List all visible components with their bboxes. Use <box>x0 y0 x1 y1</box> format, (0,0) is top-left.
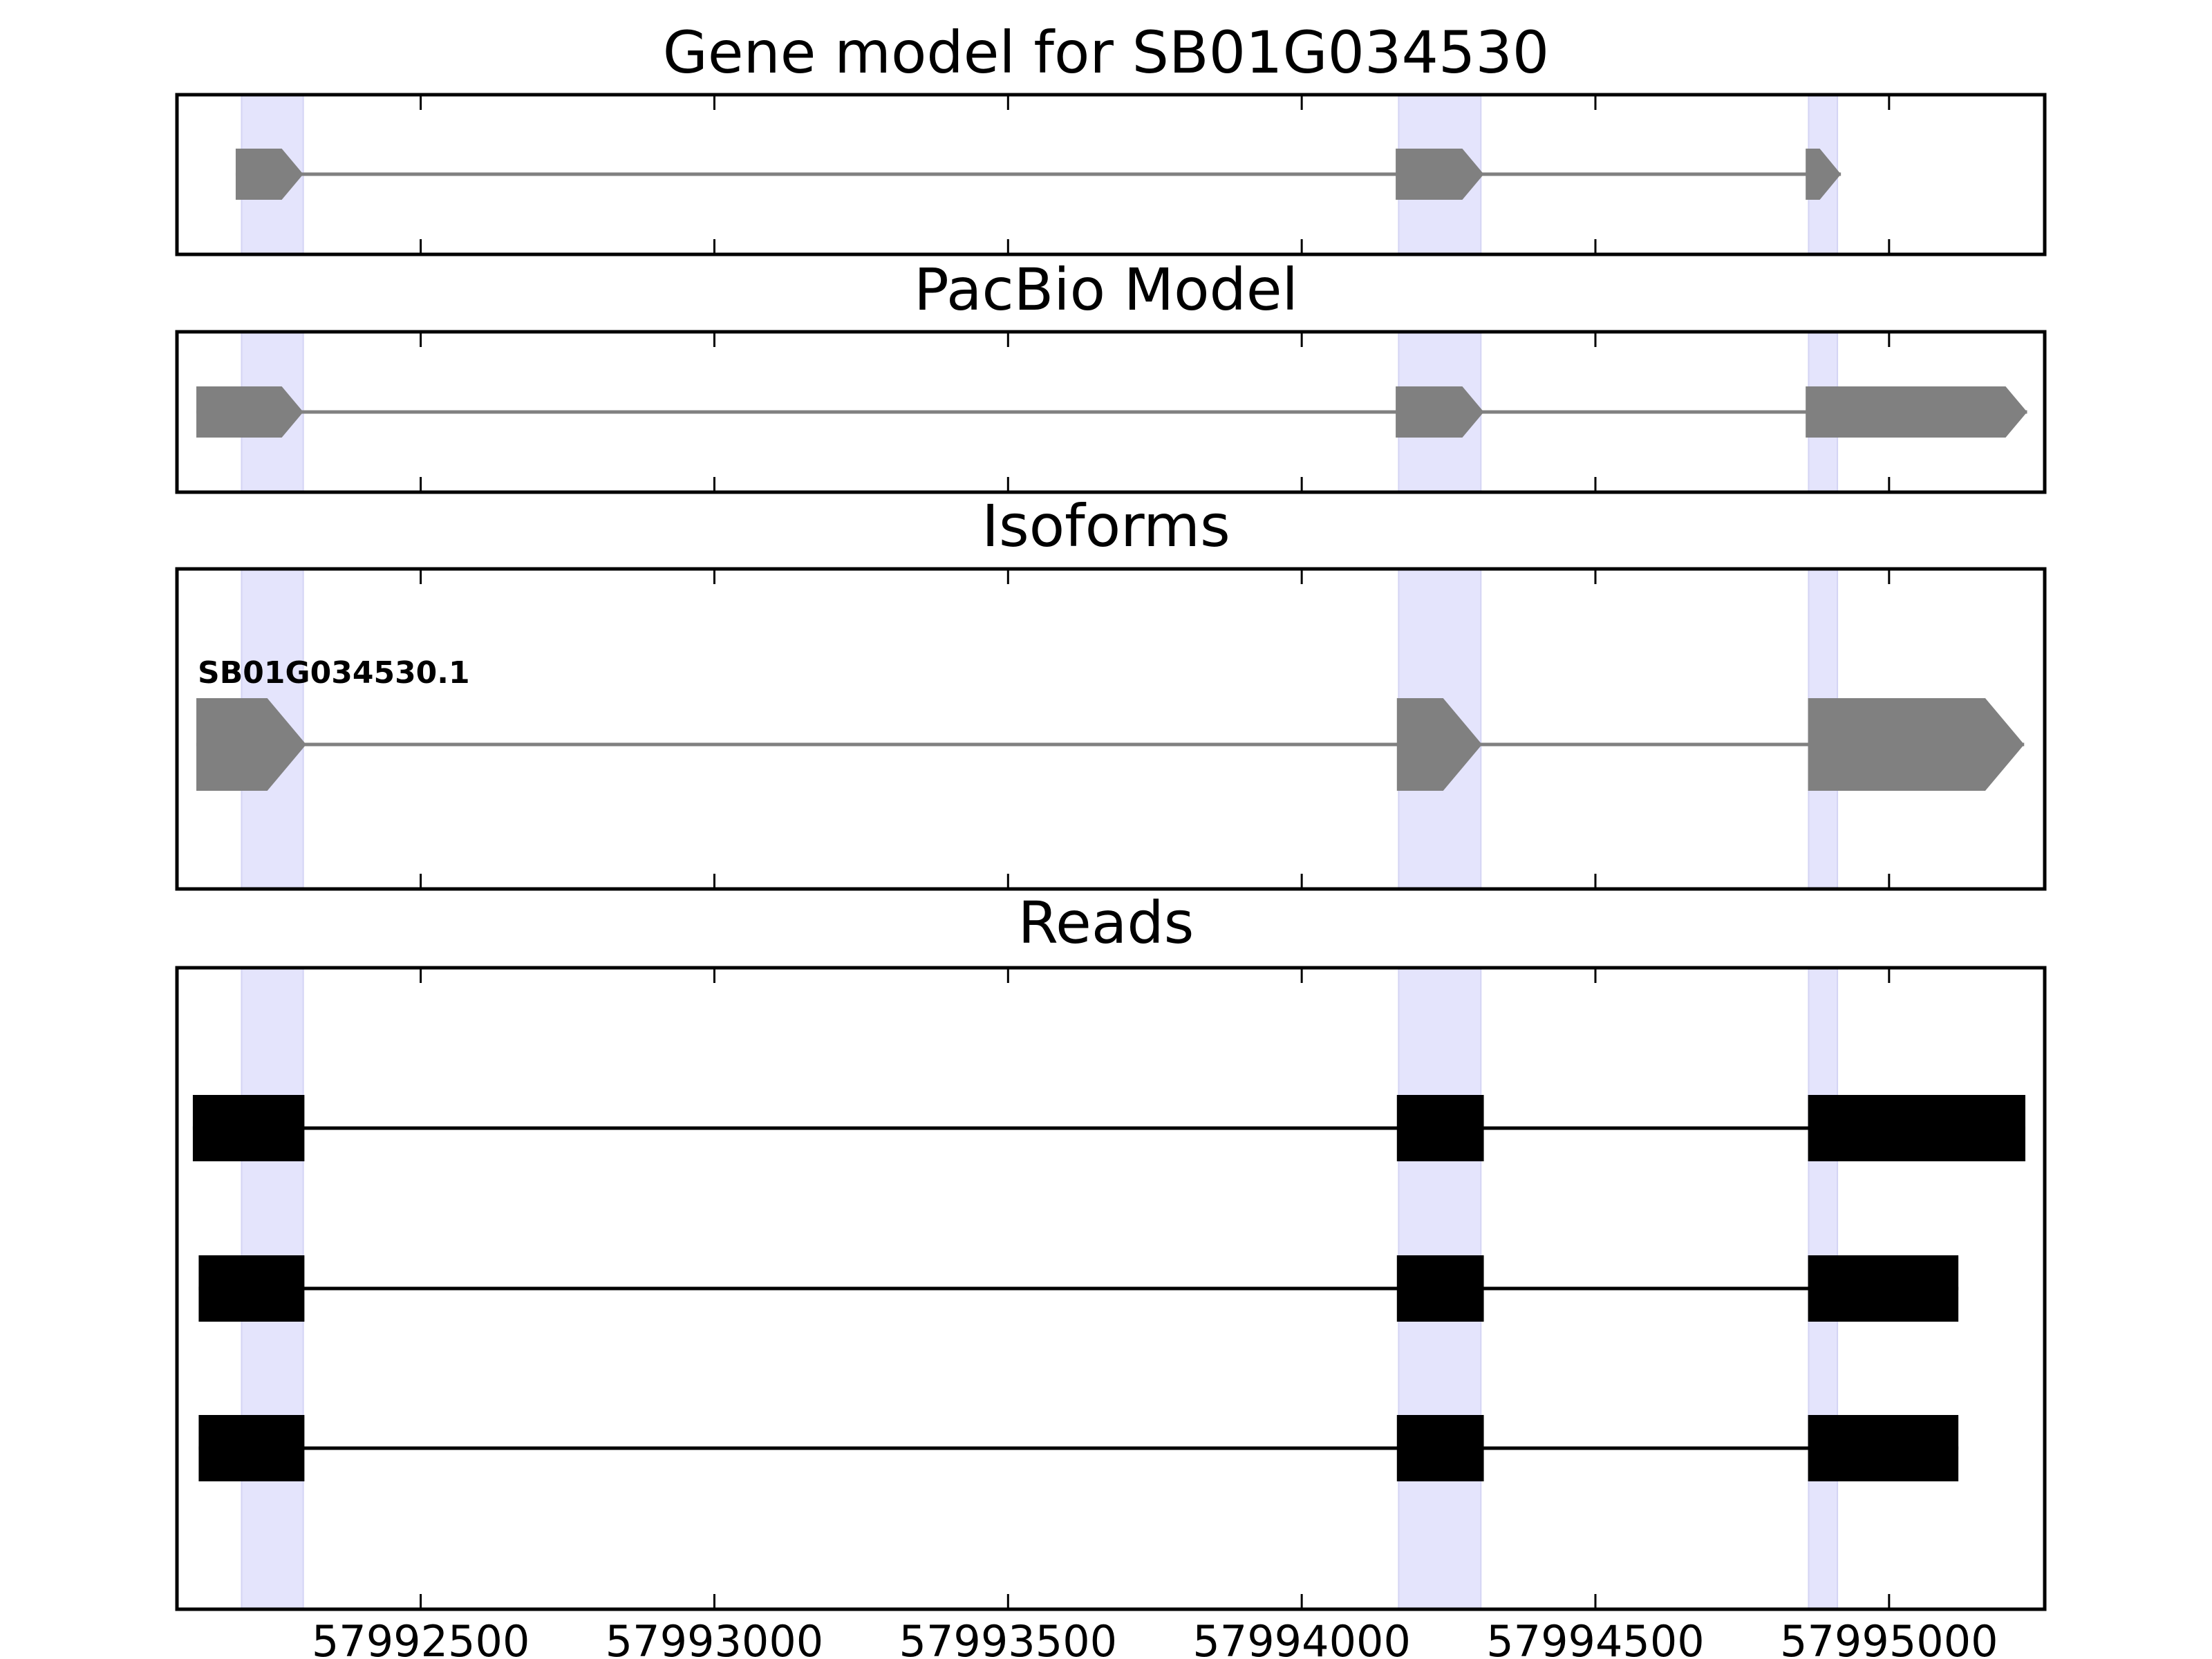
read-2-block-3 <box>1808 1255 1959 1322</box>
x-tick-label: 57992500 <box>312 1616 530 1659</box>
x-tick-label: 57993500 <box>899 1616 1118 1659</box>
panel-title-gene-model: Gene model for SB01G034530 <box>663 19 1549 86</box>
read-2-block-1 <box>198 1255 305 1322</box>
read-1-block-1 <box>192 1095 305 1161</box>
read-3-block-3 <box>1808 1415 1959 1481</box>
read-1-block-2 <box>1396 1095 1484 1161</box>
exon-2 <box>1396 698 1483 791</box>
exon-3 <box>1806 149 1841 200</box>
isoform-label: SB01G034530.1 <box>198 655 470 691</box>
read-2-block-2 <box>1396 1255 1484 1322</box>
panel-title-isoforms: Isoforms <box>982 492 1230 560</box>
read-3-block-1 <box>198 1415 305 1481</box>
exon-1 <box>196 386 303 438</box>
panel-title-pacbio-model: PacBio Model <box>914 256 1298 324</box>
x-tick-label: 57995000 <box>1780 1616 1998 1659</box>
read-1-block-3 <box>1808 1095 2025 1161</box>
panel-gene-model-plot <box>175 93 2047 256</box>
x-tick-label: 57994500 <box>1486 1616 1705 1659</box>
exon-3 <box>1808 698 2025 791</box>
panel-isoforms: Isoforms SB01G034530.1 <box>175 492 2047 891</box>
exon-1 <box>235 149 303 200</box>
panel-reads-plot <box>175 966 2047 1611</box>
panel-frame <box>175 330 2047 494</box>
panel-isoforms-plot: SB01G034530.1 <box>175 567 2047 891</box>
panel-pacbio-model: PacBio Model <box>175 256 2047 494</box>
panel-frame <box>175 567 2047 891</box>
panel-title-reads: Reads <box>1018 889 1194 957</box>
x-tick-label: 57994000 <box>1192 1616 1411 1659</box>
panel-frame <box>175 93 2047 256</box>
panel-frame <box>175 966 2047 1611</box>
read-3-block-2 <box>1396 1415 1484 1481</box>
x-axis-tick-labels: 57992500 57993000 57993500 57994000 57994500… <box>312 1616 1998 1659</box>
exon-2 <box>1396 149 1484 200</box>
panel-pacbio-model-plot <box>175 330 2047 494</box>
exon-1 <box>196 698 306 791</box>
exon-3 <box>1806 386 2027 438</box>
exon-2 <box>1396 386 1484 438</box>
x-tick-label: 57993000 <box>606 1616 824 1659</box>
panel-gene-model: Gene model for SB01G034530 <box>175 19 2047 256</box>
panel-reads: Reads <box>175 889 2047 1611</box>
